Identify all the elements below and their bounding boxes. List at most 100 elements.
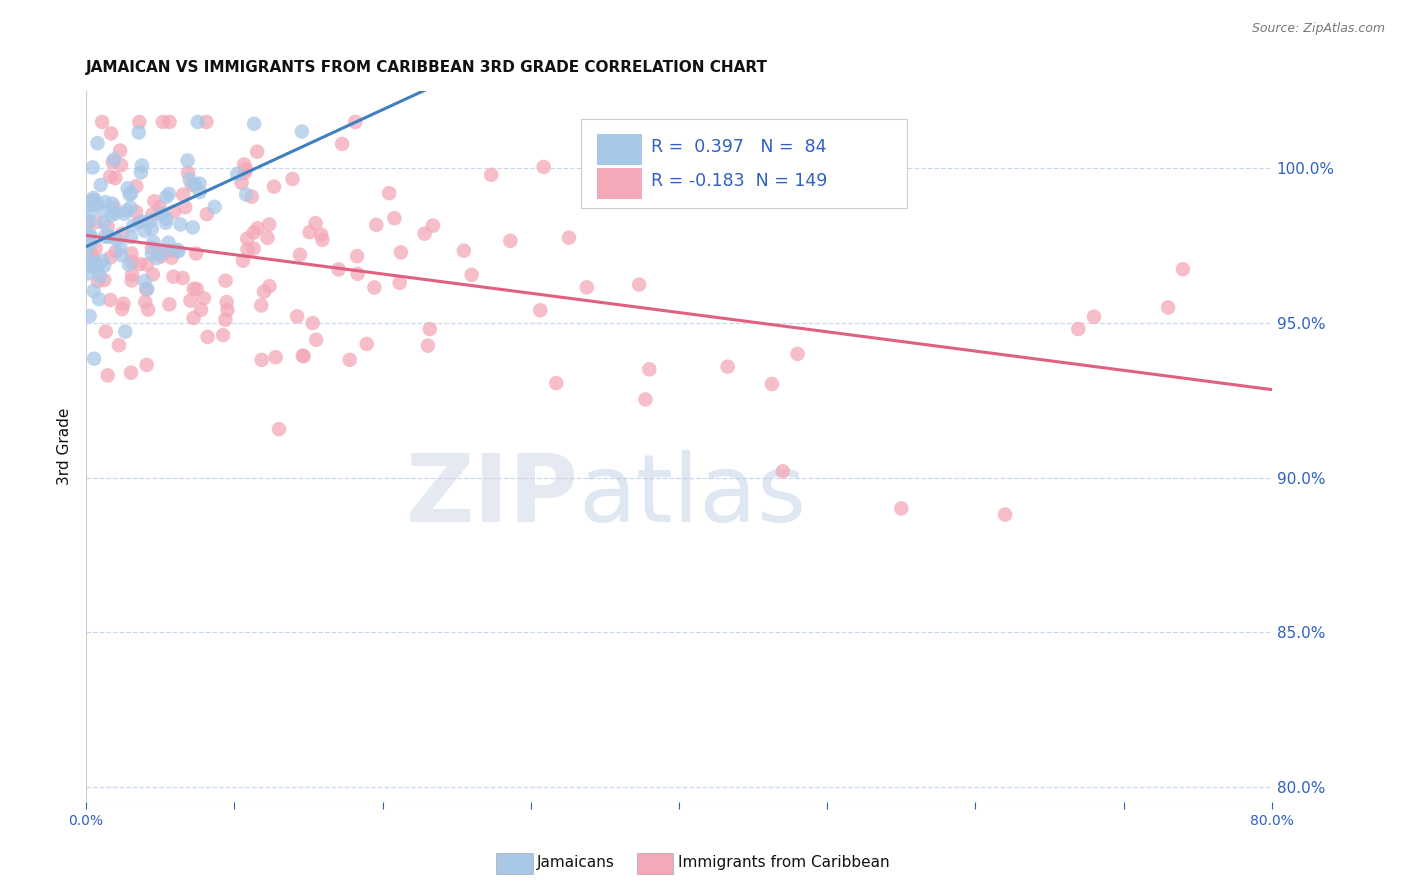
Point — [242, 242, 264, 256]
Point — [149, 200, 172, 214]
Point — [786, 347, 808, 361]
Point — [77, 258, 100, 272]
Point — [172, 271, 194, 285]
Point — [111, 301, 134, 316]
Point — [110, 248, 132, 262]
Point — [141, 213, 163, 227]
Point — [91, 204, 114, 219]
Point — [236, 243, 259, 257]
Point — [176, 153, 198, 168]
Point — [558, 230, 581, 244]
Point — [413, 227, 436, 241]
Point — [160, 244, 183, 258]
Point — [188, 185, 211, 199]
Point — [215, 295, 238, 310]
Text: atlas: atlas — [578, 450, 807, 542]
Point — [79, 227, 101, 242]
Point — [129, 257, 152, 271]
Point — [128, 125, 150, 139]
Point — [184, 246, 207, 260]
Point — [87, 274, 110, 288]
Point — [117, 181, 139, 195]
Point — [389, 245, 412, 260]
Point — [187, 115, 209, 129]
Point — [120, 230, 142, 244]
Point — [120, 201, 142, 215]
Point — [292, 349, 315, 363]
Point — [111, 227, 134, 241]
Point — [311, 227, 333, 242]
Point — [87, 292, 110, 306]
Point — [214, 312, 236, 326]
Point — [83, 351, 105, 366]
Point — [134, 224, 156, 238]
Point — [378, 186, 401, 201]
Point — [115, 203, 138, 218]
Point — [103, 153, 125, 167]
Point — [240, 189, 263, 203]
Point — [231, 176, 253, 190]
Point — [304, 216, 326, 230]
Text: Jamaicans: Jamaicans — [537, 855, 614, 870]
Point — [197, 330, 219, 344]
Point — [97, 219, 120, 234]
Point — [136, 302, 159, 317]
Point — [98, 169, 121, 184]
FancyBboxPatch shape — [598, 168, 643, 199]
FancyBboxPatch shape — [581, 120, 907, 209]
Point — [717, 359, 740, 374]
Point — [100, 251, 122, 265]
Point — [80, 194, 103, 208]
Point — [246, 145, 269, 159]
Point — [250, 353, 273, 368]
Point — [419, 322, 441, 336]
Point — [118, 258, 141, 272]
Point — [79, 214, 101, 228]
Point — [77, 256, 100, 270]
Point — [994, 508, 1017, 522]
Point — [285, 310, 308, 324]
Point — [655, 139, 678, 153]
Point — [159, 115, 181, 129]
Point — [298, 225, 321, 239]
Text: R = -0.183  N = 149: R = -0.183 N = 149 — [651, 172, 827, 190]
Point — [134, 294, 156, 309]
Point — [141, 222, 163, 236]
Point — [311, 233, 333, 247]
Point — [155, 216, 177, 230]
Point — [83, 194, 105, 208]
Point — [114, 325, 136, 339]
Point — [186, 282, 208, 296]
Point — [214, 274, 236, 288]
Point — [188, 177, 211, 191]
Point — [160, 251, 183, 265]
Point — [100, 127, 122, 141]
Point — [242, 226, 264, 240]
Point — [156, 211, 179, 226]
Point — [195, 207, 218, 221]
Point — [110, 240, 132, 254]
Point — [97, 228, 120, 243]
Point — [93, 259, 115, 273]
Point — [121, 255, 143, 269]
Point — [346, 267, 368, 281]
Point — [128, 115, 150, 129]
Point — [1083, 310, 1105, 324]
Point — [120, 186, 142, 201]
Point — [86, 261, 108, 276]
Point — [246, 221, 269, 235]
Point — [108, 144, 131, 158]
Point — [190, 302, 212, 317]
Point — [181, 220, 204, 235]
Point — [83, 284, 105, 298]
Point — [195, 115, 218, 129]
Point — [157, 297, 180, 311]
Point — [479, 168, 502, 182]
Point — [152, 115, 174, 129]
Point — [104, 201, 127, 215]
Point — [330, 136, 353, 151]
Point — [90, 178, 112, 192]
Point — [264, 350, 287, 364]
Point — [125, 179, 148, 194]
Point — [143, 194, 166, 209]
